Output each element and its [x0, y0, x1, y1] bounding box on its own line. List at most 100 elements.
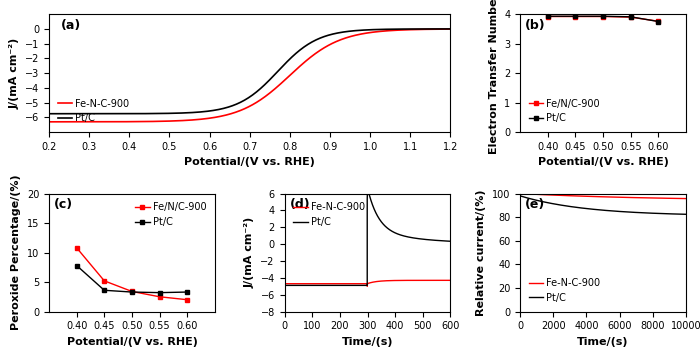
Line: Pt/C: Pt/C: [285, 188, 450, 285]
Pt/C: [435, 239, 444, 243]
Y-axis label: J/(mA cm⁻²): J/(mA cm⁻²): [245, 217, 255, 288]
Y-axis label: Peroxide Percentage/(%): Peroxide Percentage/(%): [11, 175, 21, 330]
Fe-N-C-900: [606, 195, 614, 199]
Text: (e): (e): [525, 198, 545, 211]
X-axis label: Time/(s): Time/(s): [578, 337, 629, 347]
Pt/C: [238, 99, 246, 104]
Pt/C: [516, 194, 524, 198]
Pt/C: [615, 209, 623, 213]
Pt/C: [235, 101, 244, 105]
Fe-N-C-900: [413, 278, 421, 282]
Fe-N-C-900: [595, 195, 603, 199]
Line: Pt/C: Pt/C: [49, 29, 450, 114]
Fe-N-C-900: [262, 94, 270, 98]
X-axis label: Time/(s): Time/(s): [342, 337, 393, 347]
Fe/N/C-900: [599, 15, 608, 19]
Fe-N-C-900: [312, 281, 320, 286]
Pt/C: [606, 209, 614, 213]
Pt/C: [291, 283, 300, 287]
Fe-N-C-900: [284, 75, 292, 79]
Line: Fe-N-C-900: Fe-N-C-900: [520, 194, 686, 199]
Pt/C: [183, 290, 191, 294]
X-axis label: Potential/(V vs. RHE): Potential/(V vs. RHE): [66, 337, 197, 347]
Fe/N/C-900: [544, 15, 552, 19]
Fe-N-C-900: [335, 281, 344, 286]
Pt/C: [155, 291, 164, 295]
Y-axis label: J/(mA cm⁻²): J/(mA cm⁻²): [9, 38, 20, 109]
Fe/N/C-900: [72, 246, 80, 250]
Line: Fe-N-C-900: Fe-N-C-900: [285, 280, 450, 286]
Legend: Fe-N-C-900, Pt/C: Fe-N-C-900, Pt/C: [525, 274, 604, 307]
Text: (b): (b): [525, 19, 546, 32]
Pt/C: [652, 211, 660, 216]
Fe/N/C-900: [571, 15, 580, 19]
Pt/C: [312, 283, 320, 287]
Line: Fe/N/C-900: Fe/N/C-900: [546, 15, 660, 23]
Fe-N-C-900: [45, 120, 53, 124]
Pt/C: [72, 263, 80, 268]
Legend: Fe-N-C-900, Pt/C: Fe-N-C-900, Pt/C: [289, 198, 369, 231]
Fe-N-C-900: [238, 108, 246, 112]
Fe-N-C-900: [281, 281, 289, 286]
Fe-N-C-900: [291, 281, 300, 286]
Fe-N-C-900: [516, 192, 524, 196]
Fe/N/C-900: [100, 279, 108, 283]
Y-axis label: Electron Transfer Number: Electron Transfer Number: [489, 0, 498, 154]
Pt/C: [374, 27, 382, 32]
Pt/C: [363, 186, 372, 190]
Text: (a): (a): [61, 19, 81, 32]
Pt/C: [281, 283, 289, 287]
Fe-N-C-900: [678, 196, 686, 201]
Line: Fe-N-C-900: Fe-N-C-900: [49, 29, 450, 122]
Pt/C: [413, 236, 421, 241]
Legend: Fe-N-C-900, Pt/C: Fe-N-C-900, Pt/C: [54, 95, 133, 127]
Pt/C: [626, 15, 635, 19]
Fe/N/C-900: [183, 298, 191, 302]
Pt/C: [446, 239, 454, 244]
Line: Pt/C: Pt/C: [75, 263, 189, 295]
Pt/C: [284, 59, 292, 63]
Fe-N-C-900: [363, 284, 372, 289]
Pt/C: [127, 290, 136, 294]
Y-axis label: Relative current/(%): Relative current/(%): [477, 189, 486, 316]
Fe-N-C-900: [441, 278, 449, 282]
Legend: Fe/N/C-900, Pt/C: Fe/N/C-900, Pt/C: [131, 198, 210, 231]
Pt/C: [595, 208, 603, 212]
Pt/C: [262, 81, 270, 85]
Pt/C: [544, 14, 552, 18]
Fe/N/C-900: [626, 15, 635, 19]
Fe-N-C-900: [596, 195, 604, 199]
Fe/N/C-900: [155, 295, 164, 299]
Line: Fe/N/C-900: Fe/N/C-900: [75, 246, 189, 302]
Fe/N/C-900: [127, 289, 136, 293]
Pt/C: [596, 208, 604, 212]
Text: (c): (c): [54, 198, 73, 211]
Line: Pt/C: Pt/C: [520, 196, 686, 214]
Fe-N-C-900: [682, 196, 690, 201]
Fe-N-C-900: [374, 29, 382, 34]
Pt/C: [45, 112, 53, 116]
Fe-N-C-900: [435, 278, 444, 282]
Pt/C: [446, 27, 454, 31]
Pt/C: [571, 14, 580, 18]
Fe-N-C-900: [615, 195, 623, 199]
Pt/C: [654, 19, 663, 24]
Pt/C: [437, 27, 445, 31]
Fe-N-C-900: [235, 109, 244, 113]
Pt/C: [599, 14, 608, 18]
Pt/C: [441, 239, 449, 243]
Fe-N-C-900: [446, 27, 454, 31]
X-axis label: Potential/(V vs. RHE): Potential/(V vs. RHE): [184, 158, 315, 167]
Pt/C: [682, 212, 690, 216]
Pt/C: [100, 288, 108, 292]
Fe-N-C-900: [652, 196, 660, 200]
Fe-N-C-900: [437, 27, 445, 31]
Legend: Fe/N/C-900, Pt/C: Fe/N/C-900, Pt/C: [525, 95, 604, 127]
Fe/N/C-900: [654, 19, 663, 23]
Pt/C: [678, 212, 686, 216]
Line: Pt/C: Pt/C: [546, 14, 660, 24]
Text: (d): (d): [290, 198, 310, 211]
Fe-N-C-900: [446, 278, 454, 282]
X-axis label: Potential/(V vs. RHE): Potential/(V vs. RHE): [538, 158, 668, 167]
Pt/C: [335, 283, 344, 287]
